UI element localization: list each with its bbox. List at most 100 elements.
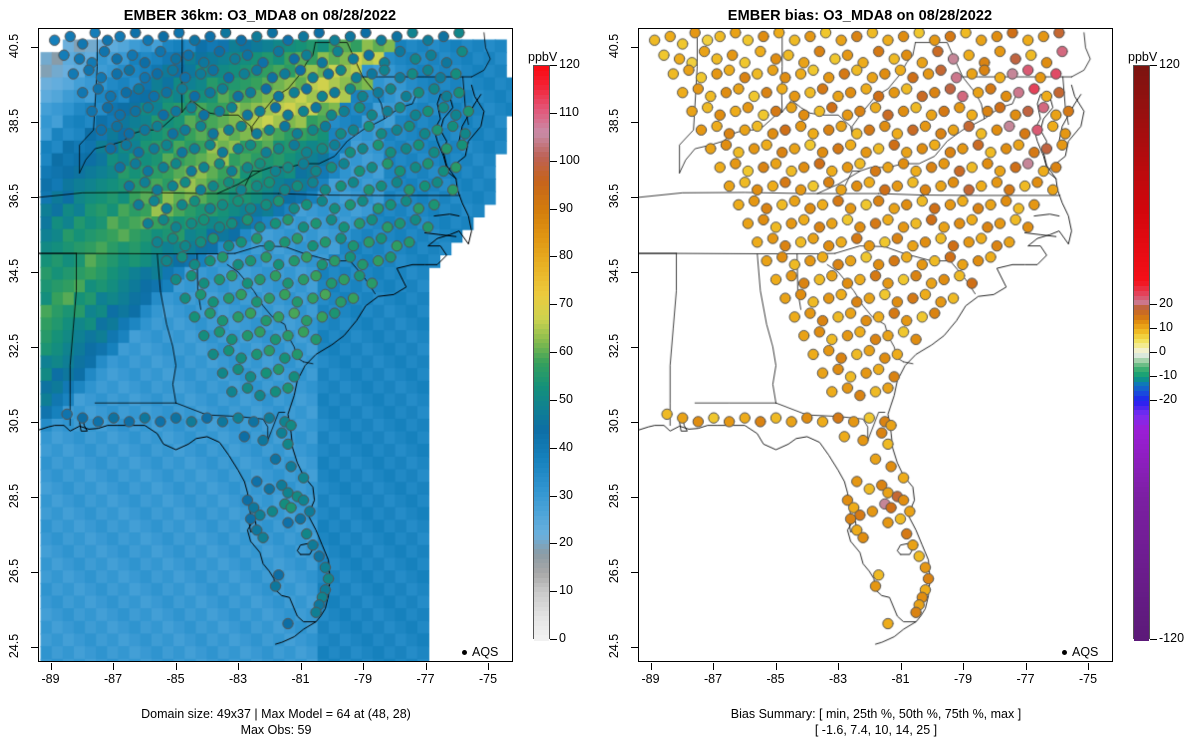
- colorbar-tick-label: 0: [559, 631, 566, 645]
- colorbar-segment: [534, 439, 549, 445]
- colorbar-segment: [534, 501, 549, 507]
- colorbar-segment: [1134, 185, 1149, 192]
- colorbar-segment: [1134, 66, 1149, 72]
- colorbar-segment: [534, 587, 549, 593]
- colorbar-segment: [534, 611, 549, 617]
- colorbar-segment: [1134, 199, 1149, 206]
- colorbar-segment: [1134, 295, 1149, 302]
- colorbar-segment: [1134, 544, 1149, 550]
- colorbar-segment: [1134, 104, 1149, 110]
- x-tick-label: -77: [1016, 672, 1035, 686]
- colorbar-segment: [1134, 367, 1149, 373]
- colorbar-segment: [1134, 611, 1149, 617]
- colorbar-segment: [534, 381, 549, 388]
- colorbar-segment: [534, 152, 549, 158]
- colorbar-tick-label: 70: [559, 296, 573, 311]
- colorbar-segment: [534, 486, 549, 493]
- colorbar-segment: [1134, 463, 1149, 469]
- colorbar-segment: [1134, 467, 1149, 474]
- panel-model-aqs-legend: AQS: [462, 645, 498, 659]
- colorbar-segment: [534, 295, 549, 302]
- colorbar-segment: [1134, 620, 1149, 627]
- y-tick-mark: [631, 271, 638, 273]
- y-tick-mark: [631, 496, 638, 498]
- colorbar-segment: [1134, 419, 1149, 426]
- colorbar-segment: [534, 525, 549, 531]
- colorbar-segment: [534, 348, 549, 354]
- colorbar-segment: [534, 204, 549, 211]
- colorbar-tick-mark: [550, 160, 557, 162]
- colorbar-tick-label: 20: [559, 535, 573, 550]
- colorbar-segment: [534, 233, 549, 239]
- colorbar-tick-mark: [550, 304, 557, 306]
- colorbar-segment: [534, 195, 549, 201]
- colorbar-segment: [534, 290, 549, 297]
- colorbar-segment: [534, 80, 549, 86]
- colorbar-segment: [1134, 80, 1149, 86]
- colorbar-segment: [1134, 400, 1149, 407]
- colorbar-segment: [1134, 635, 1149, 641]
- y-tick-label: 36.5: [7, 183, 21, 208]
- panel-bias-plot: [638, 28, 1113, 662]
- colorbar-segment: [534, 534, 549, 541]
- colorbar-segment: [534, 190, 549, 196]
- colorbar-segment: [1134, 338, 1149, 345]
- colorbar-tick-label: 0: [1159, 344, 1166, 358]
- colorbar-tick-label: 40: [559, 439, 573, 454]
- colorbar-segment: [534, 563, 549, 570]
- colorbar-segment: [534, 223, 549, 230]
- colorbar-segment: [1134, 616, 1149, 622]
- colorbar-segment: [1134, 501, 1149, 507]
- x-tick-label: -83: [828, 672, 848, 686]
- colorbar-segment: [1134, 353, 1149, 359]
- colorbar-segment: [1134, 266, 1149, 273]
- panel-model-title: EMBER 36km: O3_MDA8 on 08/28/2022: [123, 8, 397, 24]
- colorbar-segment: [1134, 558, 1149, 565]
- colorbar-segment: [534, 75, 549, 82]
- x-tick-mark: [300, 663, 302, 670]
- colorbar-segment: [534, 85, 549, 91]
- y-tick-label: 24.5: [7, 633, 21, 659]
- colorbar-segment: [534, 386, 549, 393]
- colorbar-segment: [534, 596, 549, 603]
- colorbar-segment: [1134, 587, 1149, 593]
- colorbar-segment: [534, 463, 549, 469]
- x-tick-label: -89: [41, 672, 60, 686]
- colorbar-tick-label: 60: [559, 344, 573, 358]
- panel-bias-colorbar-unit: ppbV: [1128, 50, 1158, 64]
- x-tick-mark: [775, 663, 777, 670]
- colorbar-segment: [1134, 472, 1149, 479]
- panel-bias-caption-line1: Bias Summary: [ min, 25th %, 50th %, 75t…: [730, 707, 1022, 721]
- colorbar-segment: [1134, 563, 1149, 570]
- colorbar-segment: [534, 635, 549, 641]
- colorbar-segment: [534, 219, 549, 225]
- colorbar-segment: [1134, 496, 1149, 503]
- colorbar-segment: [1134, 515, 1149, 522]
- colorbar-segment: [1134, 525, 1149, 531]
- y-tick-mark: [631, 46, 638, 48]
- y-tick-mark: [31, 496, 38, 498]
- colorbar-segment: [534, 66, 549, 72]
- y-tick-label: 30.5: [7, 408, 21, 434]
- colorbar-segment: [534, 89, 549, 96]
- colorbar-segment: [534, 544, 549, 550]
- y-tick-mark: [31, 196, 38, 198]
- panel-model-colorbar: [533, 65, 550, 641]
- colorbar-segment: [1134, 520, 1149, 526]
- colorbar-segment: [534, 70, 549, 77]
- colorbar-tick-mark: [550, 495, 557, 497]
- y-tick-mark: [31, 271, 38, 273]
- x-tick-mark: [900, 663, 902, 670]
- colorbar-segment: [1134, 305, 1149, 311]
- colorbar-segment: [1134, 75, 1149, 82]
- colorbar-segment: [534, 539, 549, 546]
- colorbar-segment: [1134, 195, 1149, 201]
- colorbar-segment: [1134, 142, 1149, 149]
- colorbar-segment: [1134, 209, 1149, 216]
- colorbar-segment: [534, 104, 549, 110]
- colorbar-segment: [534, 529, 549, 536]
- y-tick-label: 24.5: [607, 633, 621, 659]
- colorbar-segment: [534, 238, 549, 244]
- colorbar-segment: [1134, 491, 1149, 498]
- y-tick-mark: [631, 646, 638, 648]
